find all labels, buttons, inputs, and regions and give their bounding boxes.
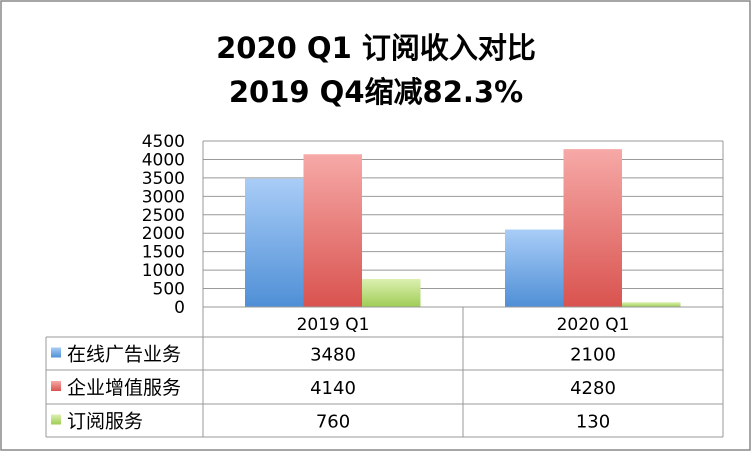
legend-label: 企业增值服务 [67, 377, 181, 399]
chart-title-line1: 2020 Q1 订阅收入对比 [216, 31, 536, 65]
y-tick-label: 2000 [142, 224, 185, 244]
y-tick-label: 4000 [142, 150, 185, 170]
y-tick-label: 1500 [142, 243, 185, 263]
bar-1-0 [505, 229, 564, 307]
x-category-label: 2019 Q1 [297, 315, 370, 335]
x-category-label: 2020 Q1 [557, 315, 630, 335]
legend-key [51, 347, 61, 358]
bar-0-0 [245, 178, 304, 307]
y-tick-label: 4500 [142, 132, 185, 152]
y-tick-label: 1000 [142, 261, 185, 281]
chart-title-line2: 2019 Q4缩减82.3% [229, 75, 523, 109]
data-table-value: 2100 [570, 345, 616, 366]
data-table-value: 4280 [570, 378, 616, 399]
legend-key [51, 414, 61, 425]
y-tick-label: 2500 [142, 206, 185, 226]
data-table-value: 760 [316, 412, 350, 433]
y-tick-label: 3500 [142, 169, 185, 189]
legend-label: 订阅服务 [67, 411, 143, 433]
y-tick-label: 3000 [142, 187, 185, 207]
bar-1-1 [563, 149, 622, 307]
legend-label: 在线广告业务 [67, 344, 181, 366]
data-table-value: 4140 [310, 378, 356, 399]
data-table-value: 3480 [310, 345, 356, 366]
data-table-value: 130 [576, 412, 610, 433]
bar-0-2 [362, 278, 421, 307]
y-tick-label: 500 [153, 280, 185, 300]
bar-1-2 [622, 302, 681, 307]
legend-key [51, 381, 61, 391]
bar-0-1 [303, 154, 362, 307]
y-tick-label: 0 [174, 298, 185, 318]
